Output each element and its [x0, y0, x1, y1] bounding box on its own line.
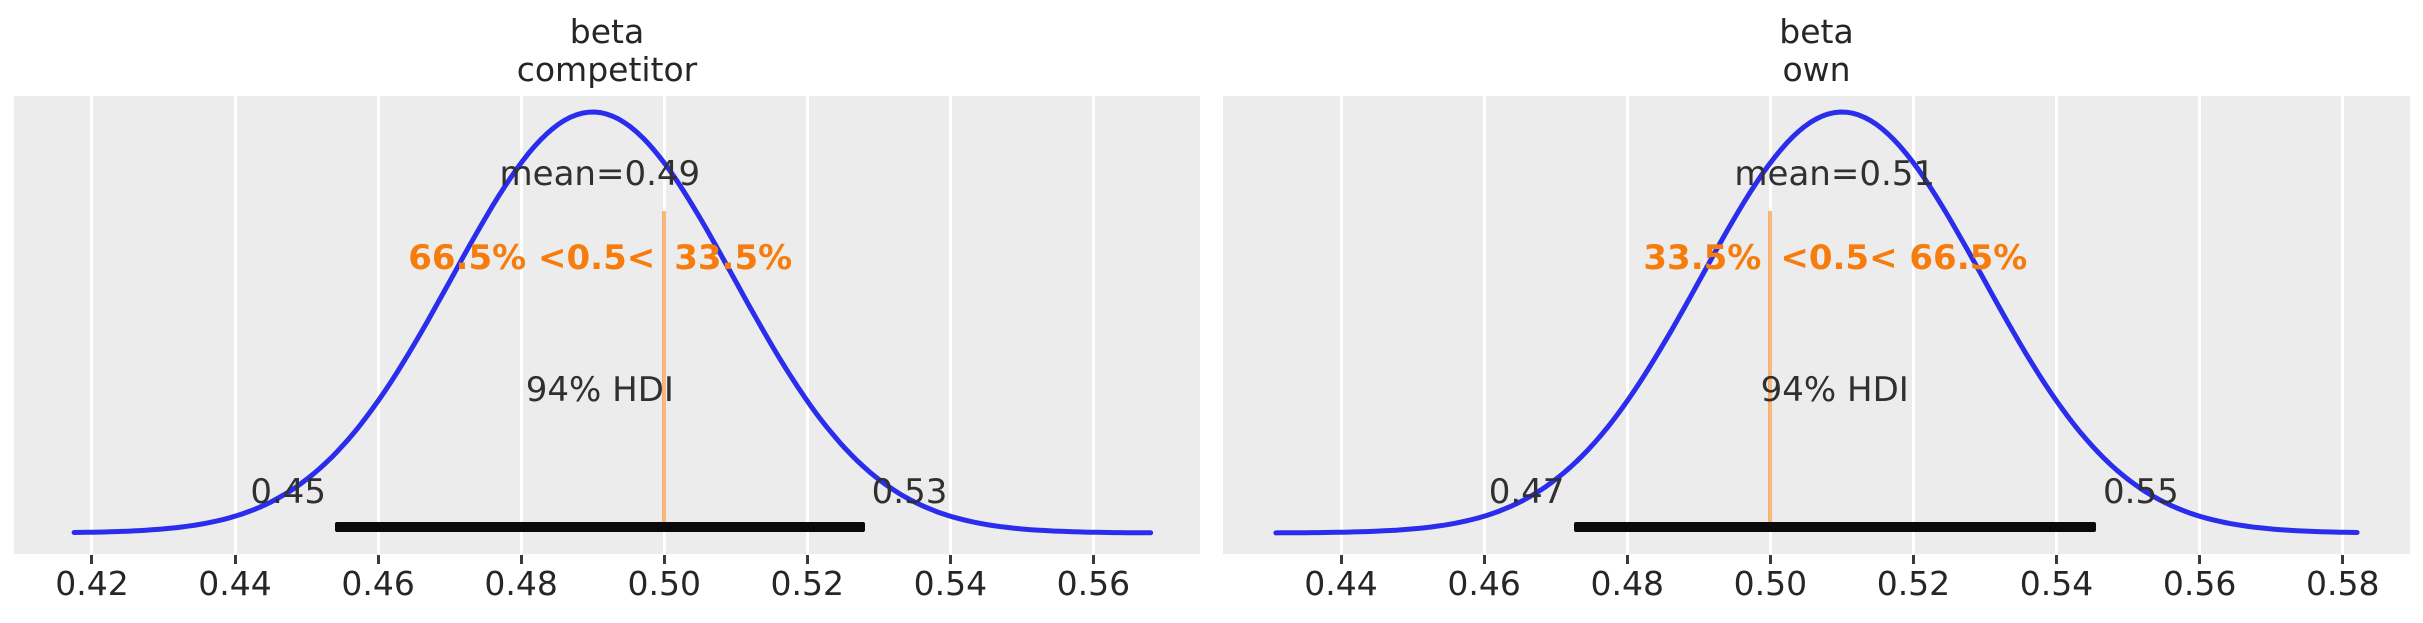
x-tick-label: 0.48: [1590, 564, 1664, 603]
x-tick: [233, 555, 237, 564]
panel-title-line2: own: [1782, 50, 1851, 89]
gridline: [376, 96, 380, 554]
ref-pct-above-label: <0.5< 66.5%: [1780, 238, 2028, 278]
x-tick: [1768, 555, 1772, 564]
ref-pct-below-label: 33.5%: [1643, 238, 1762, 278]
hdi-upper-value: 0.53: [871, 472, 948, 512]
gridline: [2055, 96, 2059, 554]
x-tick-label: 0.52: [770, 564, 845, 603]
x-tick-label: 0.44: [1304, 564, 1378, 603]
x-tick-label: 0.52: [1876, 564, 1951, 603]
hdi-interval-label: 94% HDI: [525, 370, 674, 410]
x-tick-label: 0.54: [913, 564, 988, 603]
x-tick: [376, 555, 380, 564]
gridline: [519, 96, 523, 554]
kde-curve: [1273, 109, 2360, 536]
panel-beta-own: beta own mean=0.51 33.5% <0.5< 66.5% 94%…: [1223, 0, 2410, 623]
x-tick: [1911, 555, 1915, 564]
gridline: [1911, 96, 1915, 554]
gridline: [1339, 96, 1343, 554]
x-tick-label: 0.42: [55, 564, 129, 603]
gridline: [1482, 96, 1486, 554]
hdi-interval-label: 94% HDI: [1760, 370, 1909, 410]
hdi-lower-value: 0.47: [1488, 472, 1565, 512]
hdi-lower-value: 0.45: [250, 472, 327, 512]
x-tick-label: 0.54: [2019, 564, 2094, 603]
x-tick-label: 0.58: [2305, 564, 2380, 603]
hdi-bar: [335, 522, 865, 532]
ref-pct-above-label: 33.5%: [674, 238, 793, 278]
gridline: [2198, 96, 2202, 554]
x-tick-label: 0.48: [484, 564, 558, 603]
x-tick: [662, 555, 666, 564]
x-tick: [2055, 555, 2059, 564]
x-tick-label: 0.56: [2162, 564, 2237, 603]
mean-label: mean=0.51: [1734, 154, 1936, 194]
x-tick: [1482, 555, 1486, 564]
x-tick-label: 0.50: [627, 564, 701, 603]
x-tick: [805, 555, 809, 564]
x-tick-label: 0.50: [1733, 564, 1808, 603]
x-tick: [948, 555, 952, 564]
panel-title: beta own: [1223, 13, 2410, 89]
x-tick-label: 0.44: [198, 564, 272, 603]
x-tick: [1339, 555, 1343, 564]
ref-value-line: [662, 211, 667, 531]
x-tick: [90, 555, 94, 564]
gridline: [1091, 96, 1095, 554]
panel-beta-competitor: beta competitor mean=0.49 66.5% <0.5< 33…: [14, 0, 1200, 623]
x-tick-label: 0.46: [1447, 564, 1521, 603]
panel-title-line2: competitor: [516, 50, 698, 89]
x-tick: [519, 555, 523, 564]
x-tick-label: 0.46: [341, 564, 415, 603]
ref-pct-below-label: 66.5% <0.5<: [408, 238, 656, 278]
plot-area: [1223, 96, 2410, 554]
x-tick: [2341, 555, 2345, 564]
plot-area: [14, 96, 1200, 554]
gridline: [2341, 96, 2345, 554]
panel-title: beta competitor: [14, 13, 1200, 89]
x-tick-label: 0.56: [1056, 564, 1131, 603]
mean-label: mean=0.49: [499, 154, 701, 194]
kde-curve: [71, 109, 1154, 536]
panel-title-line1: beta: [569, 12, 645, 51]
gridline: [233, 96, 237, 554]
gridline: [90, 96, 94, 554]
x-tick: [1625, 555, 1629, 564]
gridline: [1625, 96, 1629, 554]
hdi-upper-value: 0.55: [2103, 472, 2179, 512]
panel-title-line1: beta: [1779, 12, 1854, 51]
hdi-bar: [1573, 522, 2096, 532]
ref-value-line: [1768, 211, 1773, 531]
gridline: [805, 96, 809, 554]
x-tick: [1091, 555, 1095, 564]
x-tick: [2198, 555, 2202, 564]
gridline: [948, 96, 952, 554]
